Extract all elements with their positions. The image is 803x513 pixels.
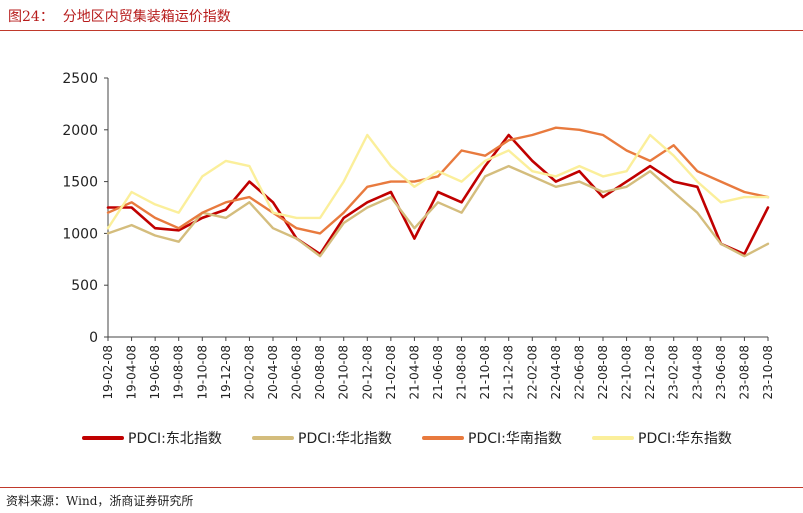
x-tick-label: 20-10-08 <box>337 345 351 399</box>
x-tick-label: 23-02-08 <box>667 345 681 399</box>
y-tick-label: 2500 <box>62 71 98 87</box>
chart-series <box>106 126 770 258</box>
x-tick-label: 20-08-08 <box>313 345 327 399</box>
x-tick-label: 22-04-08 <box>549 345 563 399</box>
y-tick-label: 2000 <box>62 123 98 139</box>
x-tick-label: 21-02-08 <box>384 345 398 399</box>
series-line <box>106 133 770 230</box>
x-tick-label: 21-04-08 <box>407 345 421 399</box>
legend-label: PDCI:华北指数 <box>298 431 392 447</box>
x-tick-label: 21-08-08 <box>455 345 469 399</box>
x-tick-label: 20-02-08 <box>242 345 256 399</box>
x-tick-label: 20-06-08 <box>290 345 304 399</box>
x-tick-label: 23-10-08 <box>761 345 775 399</box>
series-line <box>106 126 770 235</box>
x-tick-label: 19-08-08 <box>172 345 186 399</box>
x-tick-label: 22-08-08 <box>596 345 610 399</box>
line-chart: 0 500 1000 1500 2000 2500 19-02-08 19-04-08 19-0… <box>62 71 775 447</box>
y-tick-label: 1000 <box>62 226 98 242</box>
source-divider <box>0 487 803 488</box>
y-tick-label: 0 <box>89 330 98 346</box>
x-tick-label: 22-06-08 <box>572 345 586 399</box>
x-tick-label: 19-12-08 <box>219 345 233 399</box>
figure-title: 图24： 分地区内贸集装箱运价指数 <box>8 9 231 25</box>
x-tick-label: 19-04-08 <box>125 345 139 399</box>
x-tick-label: 23-08-08 <box>737 345 751 399</box>
x-tick-label: 23-06-08 <box>714 345 728 399</box>
x-tick-label: 21-10-08 <box>478 345 492 399</box>
x-tick-label: 21-12-08 <box>502 345 516 399</box>
x-tick-label: 20-12-08 <box>360 345 374 399</box>
x-tick-label: 20-04-08 <box>266 345 280 399</box>
x-tick-label: 22-12-08 <box>643 345 657 399</box>
series-line <box>106 164 770 258</box>
x-tick-label: 19-02-08 <box>101 345 115 399</box>
legend-label: PDCI:华东指数 <box>638 431 732 447</box>
title-divider <box>0 30 803 31</box>
source-note: 资料来源：Wind，浙商证券研究所 <box>6 494 194 508</box>
chart-axes: 0 500 1000 1500 2000 2500 19-02-08 19-04-08 19-0… <box>62 71 775 399</box>
x-tick-label: 22-02-08 <box>525 345 539 399</box>
series-line <box>106 133 770 256</box>
legend-label: PDCI:东北指数 <box>128 431 222 447</box>
x-tick-label: 19-06-08 <box>148 345 162 399</box>
x-tick-label: 22-10-08 <box>620 345 634 399</box>
x-tick-label: 19-10-08 <box>195 345 209 399</box>
chart-legend: PDCI:东北指数 PDCI:华北指数 PDCI:华南指数 PDCI:华东指数 <box>82 431 732 447</box>
x-tick-label: 23-04-08 <box>690 345 704 399</box>
legend-label: PDCI:华南指数 <box>468 431 562 447</box>
x-tick-label: 21-06-08 <box>431 345 445 399</box>
y-tick-label: 1500 <box>62 175 98 191</box>
y-tick-label: 500 <box>71 278 98 294</box>
